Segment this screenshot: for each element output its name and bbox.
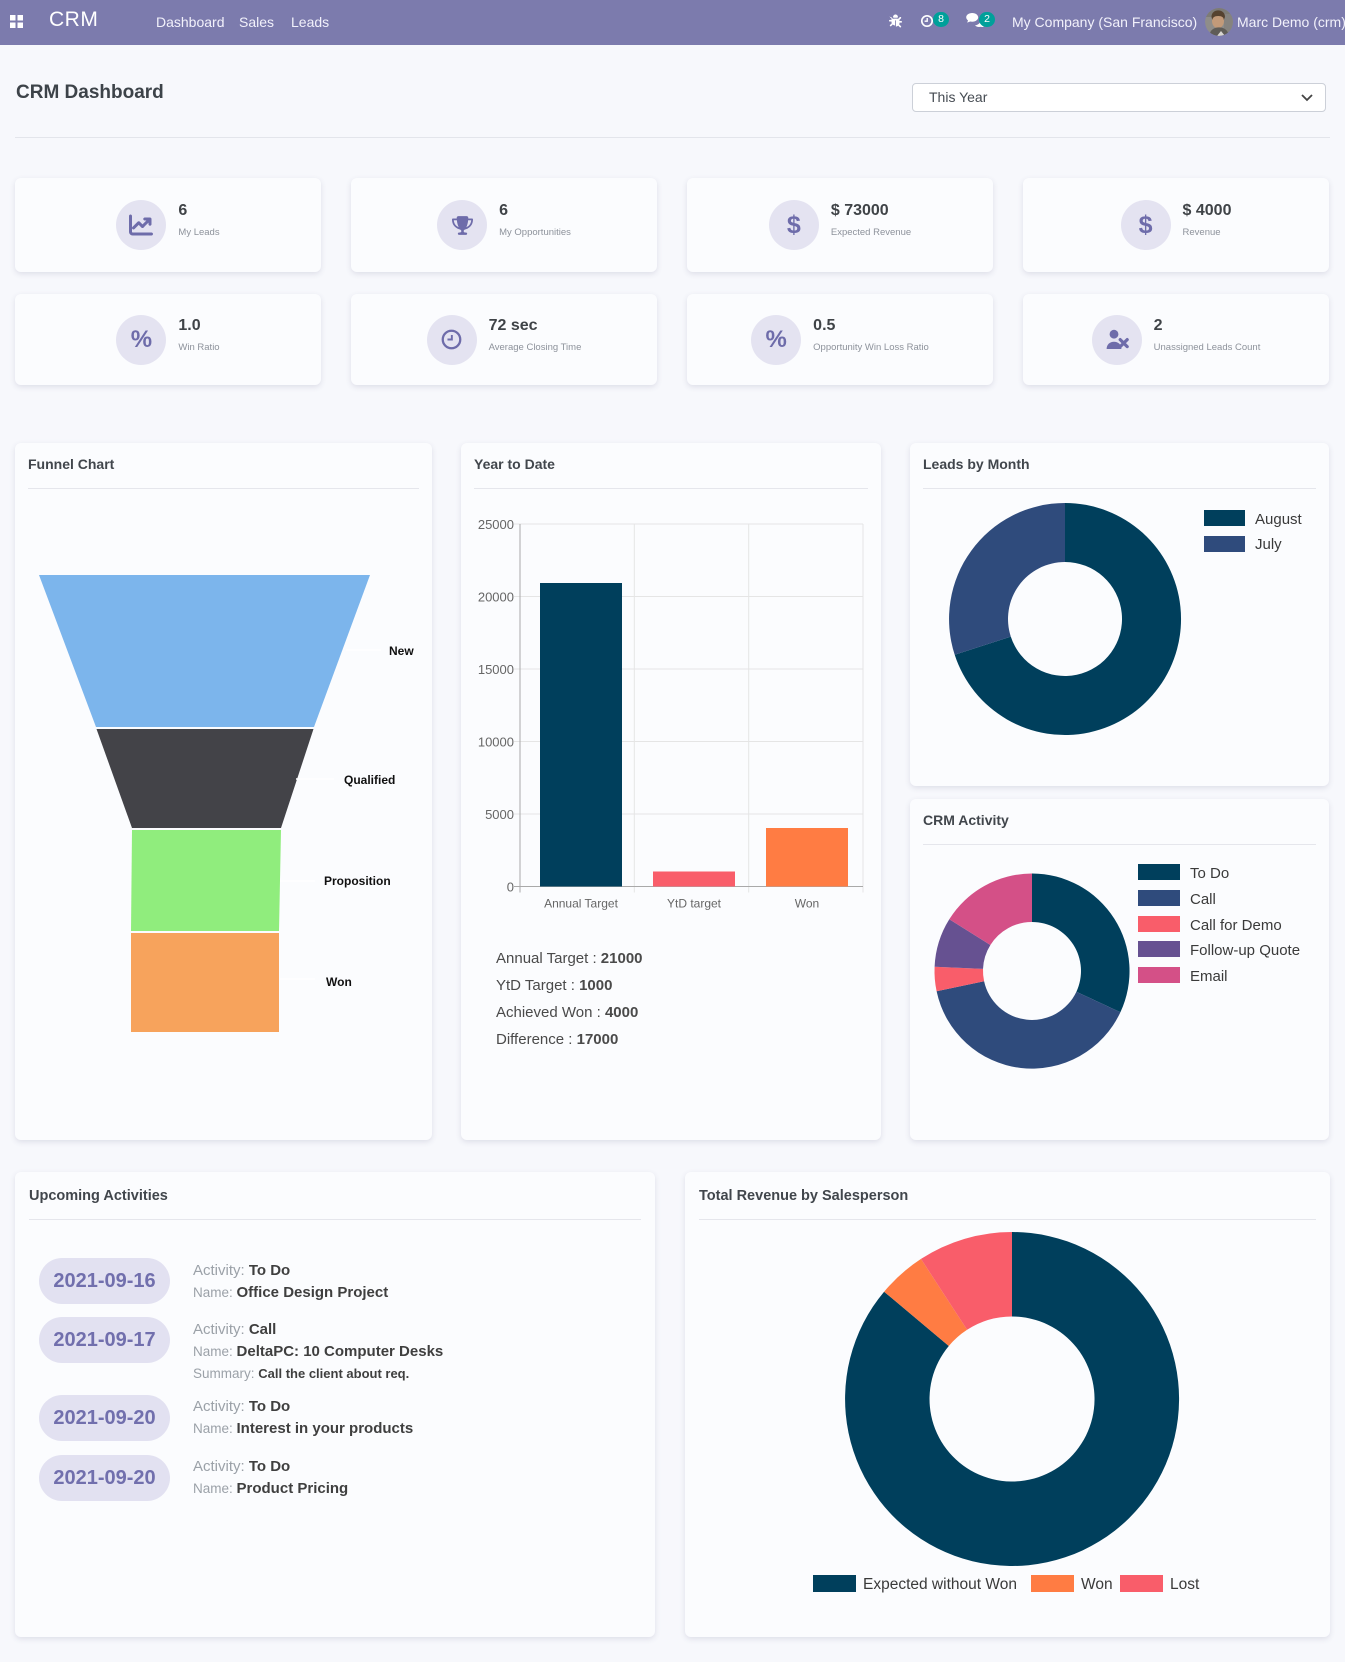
svg-text:August: August [1255,511,1303,528]
svg-text:Call: Call [1190,891,1216,908]
svg-text:Email: Email [1190,968,1228,985]
svg-text:July: July [1255,536,1282,553]
svg-text:20000: 20000 [478,590,514,605]
svg-text:Annual Target: Annual Target [544,897,619,911]
svg-text:Expected without Won: Expected without Won [863,1576,1017,1593]
svg-text:Lost: Lost [1170,1576,1200,1593]
svg-text:Annual Target : 21000: Annual Target : 21000 [496,950,643,967]
svg-text:Call for Demo: Call for Demo [1190,917,1282,934]
svg-text:Won: Won [795,897,819,911]
svg-text:15000: 15000 [478,662,514,677]
svg-text:Won: Won [326,975,352,989]
svg-text:25000: 25000 [478,517,514,532]
svg-text:Proposition: Proposition [324,874,391,888]
svg-text:Won: Won [1081,1576,1113,1593]
svg-text:Difference : 17000: Difference : 17000 [496,1031,618,1048]
svg-text:To Do: To Do [1190,865,1229,882]
svg-text:YtD target: YtD target [667,897,722,911]
svg-text:YtD Target : 1000: YtD Target : 1000 [496,977,612,994]
svg-text:5000: 5000 [485,807,514,822]
svg-text:10000: 10000 [478,735,514,750]
svg-text:0: 0 [507,880,514,895]
svg-text:Qualified: Qualified [344,773,395,787]
svg-text:New: New [389,644,414,658]
svg-text:Follow-up Quote: Follow-up Quote [1190,942,1300,959]
svg-text:Achieved Won : 4000: Achieved Won : 4000 [496,1004,638,1021]
